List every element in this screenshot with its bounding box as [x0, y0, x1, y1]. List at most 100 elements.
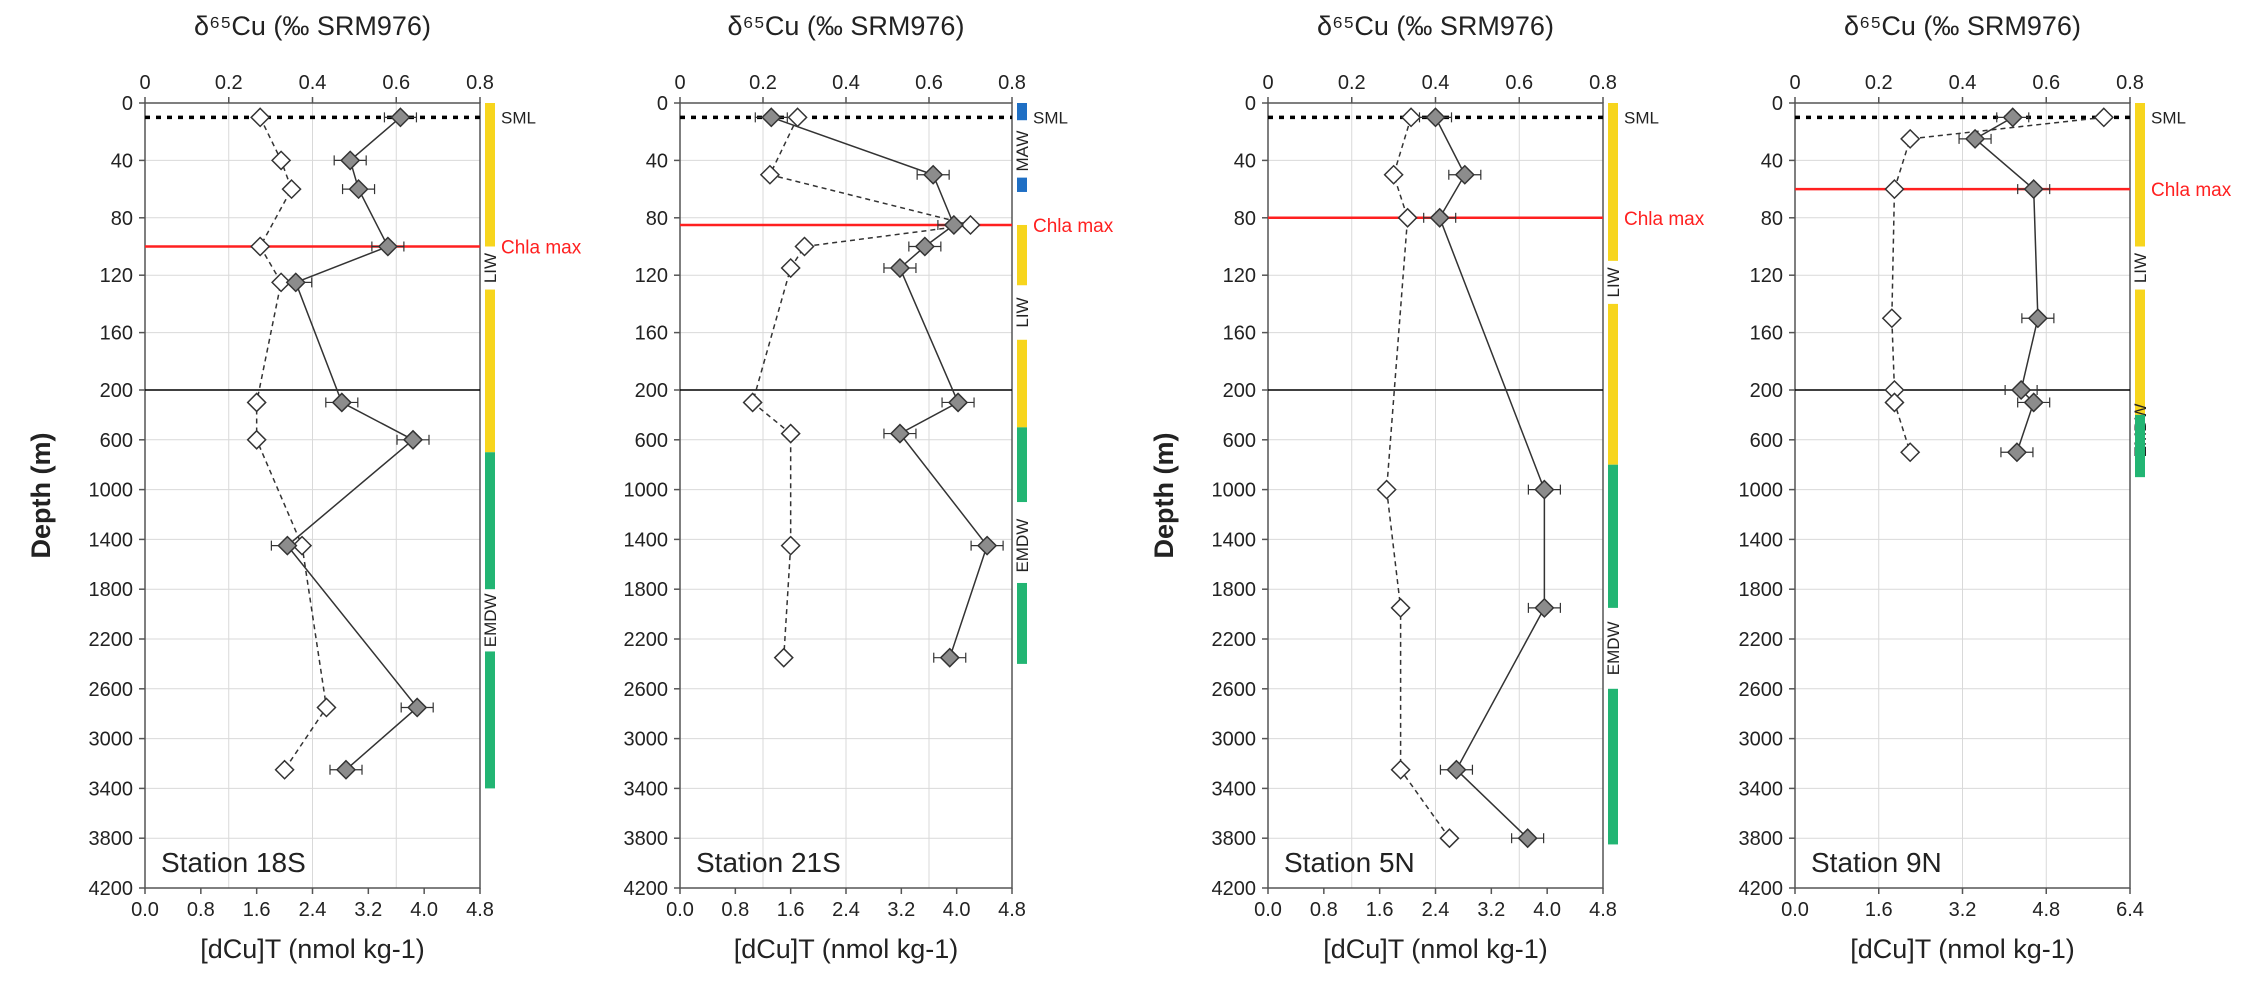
- water-mass-label: EMDW: [1604, 621, 1623, 675]
- water-mass-bar: [485, 452, 495, 590]
- cu-isotope-point: [1454, 164, 1475, 185]
- water-mass-bar: [1017, 339, 1027, 428]
- depth-tick-label: 160: [635, 323, 668, 345]
- depth-tick-label: 1800: [89, 579, 134, 601]
- depth-tick-label: 80: [1234, 208, 1256, 230]
- top-tick-label: 0: [139, 72, 150, 94]
- top-tick-label: 0.2: [1338, 72, 1366, 94]
- depth-tick-label: 3800: [1212, 828, 1257, 850]
- depth-tick-label: 600: [100, 430, 133, 452]
- panel-3: 0 0.2 0.4 0.6 0.8 0.0 0.8 1.6 2.4 3.2 4.0 4.8 0 40 80 1…: [1149, 11, 1705, 964]
- water-mass-bar: [485, 651, 495, 789]
- bottom-tick-label: 0.0: [1781, 899, 1809, 921]
- bottom-tick-label: 0.0: [131, 899, 159, 921]
- water-mass-bar: [1608, 688, 1618, 845]
- cu-isotope-point: [761, 107, 782, 128]
- top-axis-title: δ⁶⁵Cu (‰ SRM976): [728, 11, 965, 41]
- water-mass-label: SML: [1033, 108, 1068, 127]
- depth-tick-label: 4200: [89, 878, 134, 900]
- depth-tick-label: 2200: [624, 629, 669, 651]
- water-mass-label: MAW: [1013, 131, 1032, 172]
- water-mass-label: EMDW: [481, 593, 500, 647]
- bottom-tick-label: 2.4: [299, 899, 327, 921]
- station-label: Station 9N: [1811, 847, 1942, 878]
- bottom-tick-label: 3.2: [354, 899, 382, 921]
- depth-tick-label: 3800: [624, 828, 669, 850]
- top-axis-title: δ⁶⁵Cu (‰ SRM976): [1317, 11, 1554, 41]
- cu-isotope-point: [947, 392, 969, 413]
- depth-tick-label: 3400: [1739, 778, 1784, 800]
- panel-1: 0 0.2 0.4 0.6 0.8 0.0 0.8 1.6 2.4 3.2 4.0 4.8 0 40 80 1…: [26, 11, 582, 964]
- water-mass-bar: [2135, 414, 2145, 478]
- cu-isotope-point: [1965, 128, 1986, 149]
- cu-isotope-point: [2006, 442, 2027, 463]
- water-mass-bar: [1608, 103, 1618, 261]
- cu-isotope-series-line: [771, 116, 988, 658]
- depth-tick-label: 1000: [624, 480, 669, 502]
- cu-isotope-point: [2002, 107, 2023, 128]
- top-tick-label: 0.8: [466, 72, 494, 94]
- cu-isotope-point: [402, 429, 424, 450]
- dcu-point: [2093, 107, 2114, 128]
- top-tick-label: 0.4: [1949, 72, 1977, 94]
- top-tick-label: 0.8: [2116, 72, 2144, 94]
- depth-tick-label: 3000: [1212, 729, 1257, 751]
- panel-4: 0 0.2 0.4 0.6 0.8 0.0 1.6 3.2 4.8 6.4 0 40 80 120 160 2…: [1739, 11, 2232, 964]
- depth-tick-label: 40: [1234, 150, 1256, 172]
- top-tick-label: 0: [674, 72, 685, 94]
- dcu-point: [780, 257, 801, 279]
- bottom-tick-label: 4.0: [1533, 899, 1561, 921]
- depth-tick-label: 3800: [1739, 828, 1784, 850]
- depth-tick-label: 0: [122, 93, 133, 115]
- bottom-tick-label: 0.0: [666, 899, 694, 921]
- cu-isotope-point: [1425, 107, 1446, 128]
- cu-isotope-point: [1534, 479, 1555, 500]
- cu-isotope-point: [977, 535, 998, 556]
- depth-tick-label: 2200: [1739, 629, 1784, 651]
- depth-tick-label: 3400: [89, 778, 134, 800]
- bottom-axis-title: [dCu]T (nmol kg-1): [1323, 934, 1548, 964]
- bottom-tick-label: 3.2: [1949, 899, 1977, 921]
- station-label: Station 21S: [696, 847, 841, 878]
- top-tick-label: 0.2: [215, 72, 243, 94]
- dcu-point: [960, 214, 981, 236]
- depth-tick-label: 4200: [1212, 878, 1257, 900]
- depth-tick-label: 80: [1761, 208, 1783, 230]
- top-tick-label: 0.4: [1422, 72, 1450, 94]
- top-tick-label: 0.4: [299, 72, 327, 94]
- dcu-point: [1884, 179, 1905, 200]
- bottom-tick-label: 0.0: [1254, 899, 1282, 921]
- depth-tick-label: 200: [1223, 380, 1256, 402]
- dcu-point: [1401, 107, 1422, 128]
- depth-tick-label: 80: [111, 208, 133, 230]
- dcu-point: [1390, 597, 1411, 618]
- y-axis-title: Depth (m): [26, 433, 56, 559]
- water-mass-label: LIW: [481, 253, 500, 283]
- cu-isotope-point: [1446, 759, 1467, 780]
- depth-tick-label: 1000: [89, 480, 134, 502]
- cu-isotope-point: [1517, 828, 1538, 849]
- bottom-tick-label: 4.8: [2032, 899, 2060, 921]
- water-mass-label: LIW: [1013, 297, 1032, 327]
- bottom-tick-label: 1.6: [1366, 899, 1394, 921]
- depth-tick-label: 3000: [89, 729, 134, 751]
- dcu-point: [780, 535, 801, 556]
- dcu-point: [281, 179, 302, 200]
- cu-isotope-point: [277, 535, 298, 556]
- top-axis-title: δ⁶⁵Cu (‰ SRM976): [194, 11, 431, 41]
- dcu-point: [1900, 128, 1921, 149]
- cu-isotope-point: [390, 107, 411, 128]
- depth-tick-label: 0: [657, 93, 668, 115]
- dcu-point: [1881, 308, 1902, 329]
- dcu-point: [759, 164, 780, 185]
- dcu-point: [1884, 392, 1905, 413]
- top-tick-label: 0.6: [382, 72, 410, 94]
- depth-tick-label: 2200: [89, 629, 134, 651]
- depth-tick-label: 600: [1223, 430, 1256, 452]
- cu-isotope-point: [923, 164, 944, 185]
- depth-tick-label: 80: [646, 208, 668, 230]
- dcu-series-line: [1891, 116, 2104, 453]
- water-mass-label: SML: [1624, 108, 1659, 127]
- bottom-axis-title: [dCu]T (nmol kg-1): [1850, 934, 2075, 964]
